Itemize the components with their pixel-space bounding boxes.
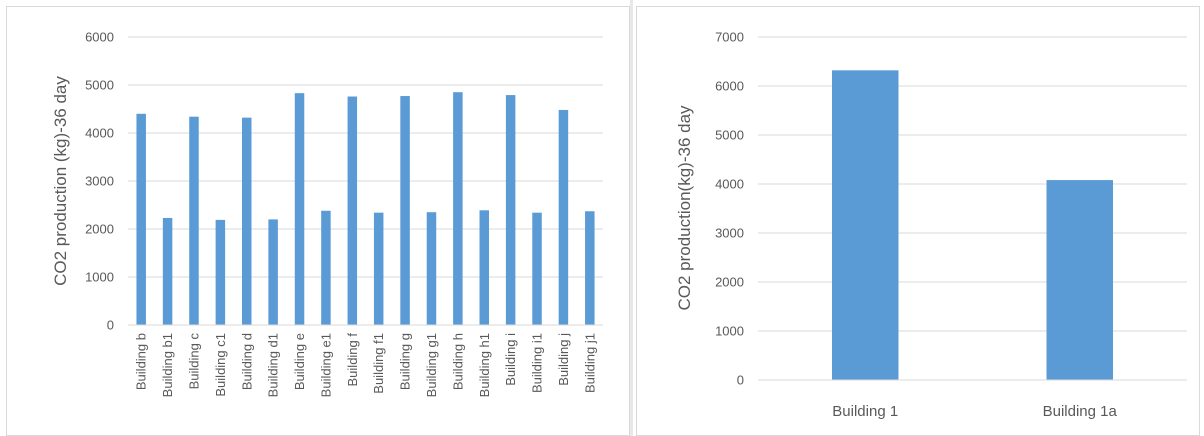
x-tick-label: Building f1 bbox=[371, 333, 386, 394]
bar bbox=[242, 117, 252, 325]
y-tick-label: 2000 bbox=[715, 275, 744, 290]
y-tick-label: 3000 bbox=[715, 226, 744, 241]
x-tick-label: Building j bbox=[556, 333, 571, 386]
x-tick-label: Building i1 bbox=[530, 333, 545, 393]
bar bbox=[532, 212, 542, 325]
panel-divider bbox=[630, 0, 633, 436]
x-tick-label: Building c1 bbox=[213, 333, 228, 397]
bar bbox=[215, 219, 226, 325]
y-axis-label: CO2 production(kg)-36 day bbox=[675, 105, 694, 311]
bar bbox=[373, 212, 384, 325]
y-tick-label: 6000 bbox=[715, 79, 744, 94]
y-tick-label: 1000 bbox=[715, 324, 744, 339]
y-tick-label: 1000 bbox=[85, 270, 114, 285]
x-tick-label: Building e1 bbox=[318, 333, 333, 397]
y-tick-label: 0 bbox=[737, 373, 744, 388]
y-tick-label: 3000 bbox=[85, 174, 114, 189]
bar bbox=[268, 219, 278, 325]
bar bbox=[558, 109, 569, 326]
x-tick-label: Building b1 bbox=[160, 333, 175, 397]
x-tick-label: Building h1 bbox=[477, 333, 492, 397]
bar bbox=[162, 217, 173, 325]
bar bbox=[832, 70, 899, 380]
bar bbox=[1046, 180, 1113, 380]
y-tick-label: 5000 bbox=[715, 128, 744, 143]
bar bbox=[136, 113, 146, 325]
bar bbox=[479, 210, 489, 325]
y-axis-label: CO2 production (kg)-36 day bbox=[51, 76, 70, 286]
x-tick-label: Building d bbox=[239, 333, 254, 390]
x-tick-label: Building 1 bbox=[832, 403, 898, 420]
bar bbox=[189, 116, 199, 326]
x-tick-label: Building e bbox=[292, 333, 307, 390]
bar bbox=[453, 92, 463, 325]
x-tick-label: Building b bbox=[134, 333, 149, 390]
x-tick-label: Building d1 bbox=[266, 333, 281, 397]
x-tick-label: Building 1a bbox=[1043, 403, 1118, 420]
x-tick-label: Building g bbox=[398, 333, 413, 390]
y-tick-label: 4000 bbox=[715, 177, 744, 192]
y-tick-label: 5000 bbox=[85, 78, 114, 93]
x-tick-label: Building h bbox=[450, 333, 465, 390]
bar bbox=[321, 210, 331, 325]
bar bbox=[294, 93, 305, 325]
y-tick-label: 2000 bbox=[85, 222, 114, 237]
bar bbox=[585, 211, 595, 325]
y-tick-label: 4000 bbox=[85, 126, 114, 141]
x-tick-label: Building f bbox=[345, 333, 360, 387]
bar bbox=[347, 96, 358, 326]
x-tick-label: Building i bbox=[503, 333, 518, 386]
x-tick-label: Building g1 bbox=[424, 333, 439, 397]
chart-left: 0 1000 2000 3000 4000 5000 6000 CO2 production … bbox=[51, 30, 603, 397]
y-tick-label: 7000 bbox=[715, 30, 744, 45]
x-tick-label: Building c bbox=[186, 333, 201, 390]
bar bbox=[505, 95, 516, 325]
y-tick-label: 6000 bbox=[85, 30, 114, 45]
x-tick-label: Building j1 bbox=[582, 333, 597, 393]
bar bbox=[400, 96, 410, 325]
y-tick-label: 0 bbox=[107, 318, 114, 333]
bar bbox=[426, 212, 437, 325]
